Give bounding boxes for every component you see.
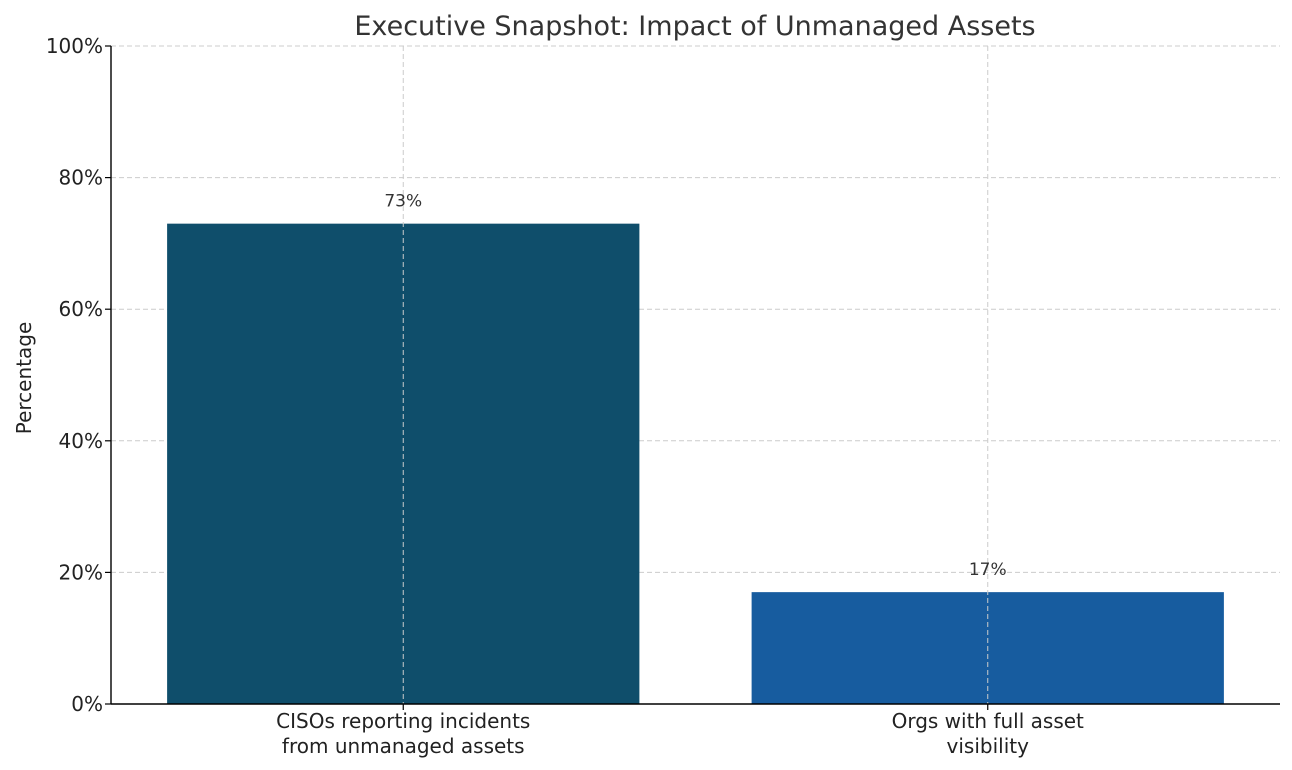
y-tick-label: 0% [71, 692, 103, 716]
bar-value-label: 17% [969, 560, 1007, 580]
vertical-gridlines [402, 46, 989, 704]
axes [105, 45, 1280, 710]
y-tick-label: 80% [59, 166, 103, 190]
y-axis-label: Percentage [12, 322, 36, 435]
y-tick-label: 100% [46, 34, 103, 58]
chart-title: Executive Snapshot: Impact of Unmanaged … [354, 11, 1035, 42]
y-tick-label: 40% [59, 429, 103, 453]
x-category-label: Orgs with full asset visibility [892, 709, 1084, 758]
x-category-label: CISOs reporting incidents from unmanaged … [276, 709, 530, 758]
y-tick-label: 60% [59, 297, 103, 321]
bar-value-label: 73% [384, 192, 422, 212]
bars [167, 223, 1224, 704]
y-tick-label: 20% [59, 560, 103, 584]
labels: 0% 20% 40% 60% 80% 100% 73% CISOs reporting inc… [46, 34, 1084, 758]
